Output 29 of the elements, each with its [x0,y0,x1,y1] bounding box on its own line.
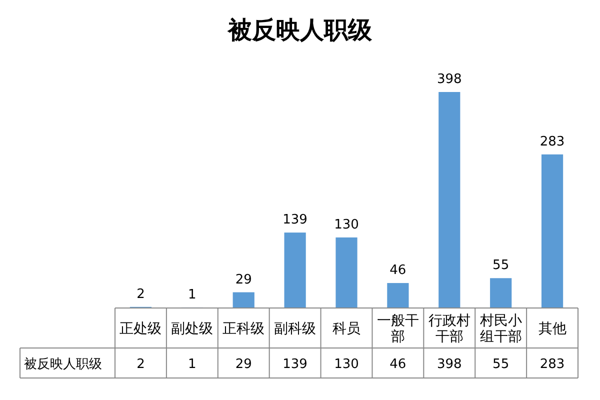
x-tick-label: 行政村干部 [428,313,470,345]
data-label: 283 [540,357,565,372]
chart-title: 被反映人职级 [227,16,373,44]
x-tick-label: 正科级 [222,321,265,337]
text: 130 [334,217,359,232]
text: 46 [390,263,406,278]
data-label: 1 [188,357,196,372]
x-tick-label: 副处级 [171,321,214,337]
data-label: 46 [390,357,406,372]
text: 被反映人职级 [24,357,102,372]
text: 139 [282,212,308,228]
text: 29 [235,272,252,288]
x-tick-label: 其他 [538,321,566,337]
x-tick-label: 副科级 [274,321,316,337]
data-label: 139 [282,357,308,372]
x-tick-label: 科员 [332,321,360,337]
text: 1 [188,287,196,302]
x-tick-label: 一般干部 [376,313,419,345]
text: 283 [540,134,565,150]
data-label: 398 [436,357,462,372]
data-label: 2 [136,357,145,372]
data-label: 29 [235,357,252,372]
text: 55 [492,258,510,274]
x-tick-label: 正处级 [120,321,162,337]
data-label: 55 [492,357,510,372]
text: 2 [136,286,145,302]
x-tick-label: 村民小组干部 [478,313,522,345]
text: 398 [436,72,462,87]
data-label: 130 [334,357,359,372]
